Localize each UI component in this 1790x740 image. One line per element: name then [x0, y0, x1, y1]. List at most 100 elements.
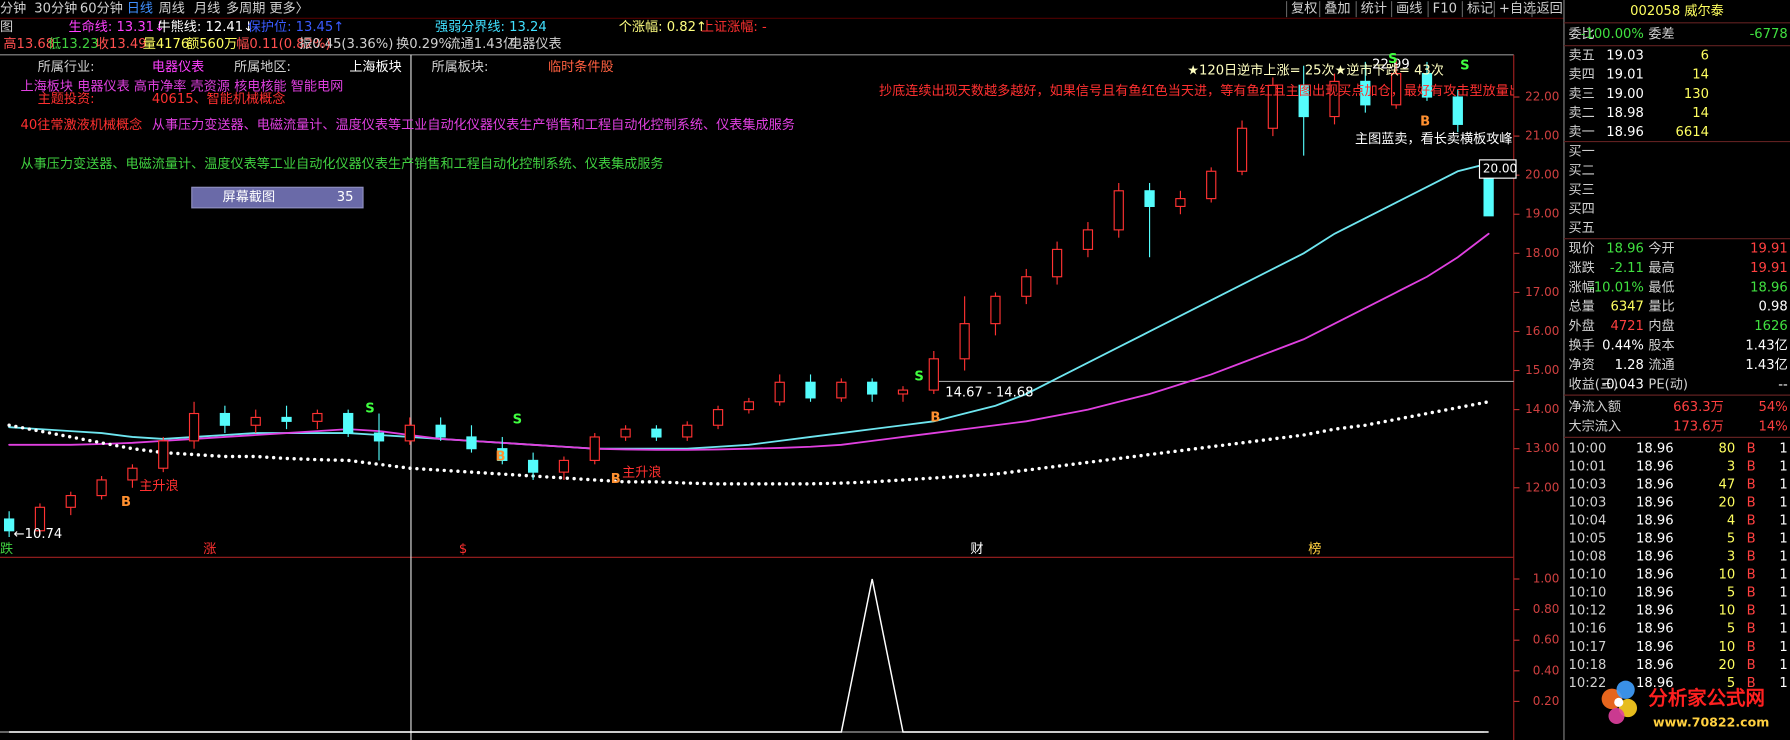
- tick-side: B: [1747, 622, 1756, 637]
- tick-count: 1: [1779, 622, 1787, 637]
- book-label: 卖五: [1569, 47, 1595, 63]
- signal-sell: S: [1388, 52, 1397, 67]
- tick-side: B: [1747, 532, 1756, 547]
- indicator: 个涨幅: 0.82↑: [619, 19, 707, 35]
- annotations: 所属行业: 电器仪表 所属地区: 上海板块 所属板块: 临时条件股 上海板块 电…: [0, 52, 1535, 557]
- tick-count: 1: [1779, 532, 1787, 547]
- candle-body: [527, 459, 539, 473]
- tick-side: B: [1747, 568, 1756, 583]
- candle-body: [435, 424, 446, 438]
- toolbar-item[interactable]: 30分钟: [34, 0, 77, 17]
- toolbar-button[interactable]: 标记: [1467, 1, 1493, 17]
- annotation: 40615、智能机械概念: [152, 90, 286, 107]
- signal-sell: S: [513, 413, 522, 428]
- tick-time: 10:00: [1569, 441, 1607, 456]
- toolbar-item[interactable]: 月线: [194, 1, 220, 17]
- toolbar-item[interactable]: 60分钟: [80, 0, 123, 17]
- tick-price: 18.96: [1636, 604, 1674, 619]
- stat-value: 1.43亿: [1745, 338, 1787, 354]
- toolbar-item[interactable]: 多周期: [226, 0, 265, 17]
- annotation: 主升浪: [622, 464, 661, 480]
- tick-count: 1: [1779, 568, 1787, 583]
- y-tick-label: 19.00: [1525, 207, 1559, 221]
- y-tick-label: 0.60: [1533, 633, 1560, 647]
- annotation: 从事压力变送器、电磁流量计、温度仪表等工业自动化仪器仪表生产销售和工程自动化控制…: [152, 116, 795, 133]
- stat-label: 换手: [1569, 338, 1595, 354]
- candle-body: [3, 518, 15, 532]
- candle-body: [1452, 96, 1463, 125]
- annotation: 涨: [203, 541, 216, 557]
- toolbar-item[interactable]: 日线: [127, 1, 153, 17]
- toolbar: 分钟 30分钟 60分钟 日线 周线 月线 多周期 更多〉 复权 叠加 统计 画线 F10 标记 +自选 返回: [0, 0, 1563, 18]
- stat-label: 流通: [1648, 357, 1674, 373]
- toolbar-button[interactable]: 画线: [1396, 1, 1422, 17]
- info-item: 换0.29%: [396, 36, 451, 52]
- y-tick-label: 14.00: [1525, 402, 1559, 416]
- candle-body: [1082, 229, 1094, 250]
- toolbar-item[interactable]: 更多〉: [269, 0, 308, 17]
- y-tick-label: 15.00: [1525, 363, 1559, 377]
- flow-value: 663.3万: [1673, 400, 1724, 415]
- tick-volume: 47: [1719, 477, 1736, 492]
- info-item: 额560万: [186, 36, 237, 52]
- toolbar-button[interactable]: 返回: [1537, 1, 1563, 17]
- tick-price: 18.96: [1636, 568, 1674, 583]
- annotation: 抄底连续出现天数越多越好，如果信号且有鱼红色当天进，等有鱼红且主图出现买点加仓，…: [879, 82, 1535, 99]
- annotation: 财: [970, 541, 983, 557]
- tick-volume: 10: [1719, 568, 1736, 583]
- tick-count: 1: [1779, 495, 1787, 510]
- annotation: 电器仪表: [152, 59, 204, 75]
- indicator: 上证涨幅: -: [701, 19, 767, 35]
- candle-body: [1391, 72, 1402, 106]
- stat-value: -0.043: [1602, 377, 1644, 392]
- toolbar-button[interactable]: 叠加: [1324, 1, 1350, 17]
- flow-percent: 54%: [1759, 400, 1788, 415]
- stat-value: 1.43亿: [1745, 357, 1787, 373]
- quote-value: -100.00%: [1581, 27, 1644, 42]
- annotation: 主升浪: [139, 478, 178, 494]
- toolbar-button[interactable]: F10: [1433, 2, 1457, 17]
- tick-time: 10:01: [1569, 459, 1607, 474]
- y-tick-label: 13.00: [1525, 441, 1559, 455]
- tick-count: 1: [1779, 604, 1787, 619]
- candle-body: [651, 428, 662, 438]
- candle-body: [682, 424, 693, 438]
- candle-body: [867, 381, 878, 395]
- annotation: 从事压力变送器、电磁流量计、温度仪表等工业自动化仪器仪表生产销售和工程自动化控制…: [21, 155, 664, 172]
- candle-body: [281, 416, 292, 422]
- annotation: 22.99: [1372, 58, 1410, 73]
- tick-price: 18.96: [1636, 658, 1674, 673]
- tick-side: B: [1747, 640, 1756, 655]
- stat-value: 1626: [1754, 319, 1787, 334]
- watermark: 分析家公式网 www.70822.com: [1601, 680, 1769, 729]
- candle-body: [805, 381, 816, 399]
- candle-body: [158, 440, 169, 469]
- y-tick-label: 16.00: [1525, 324, 1559, 338]
- signal-sell: S: [365, 401, 374, 416]
- quote-label: 委差: [1648, 26, 1674, 42]
- toolbar-button[interactable]: +自选: [1499, 1, 1536, 17]
- toolbar-button[interactable]: 统计: [1361, 1, 1387, 17]
- book-price: 18.98: [1606, 106, 1644, 121]
- info-item: 量4176: [143, 36, 190, 52]
- annotation: $: [459, 542, 467, 557]
- signal-buy: B: [495, 449, 505, 464]
- book-label: 买一: [1569, 143, 1595, 159]
- book-volume: 6614: [1676, 125, 1709, 140]
- tick-count: 1: [1779, 676, 1787, 691]
- stat-value: 0.98: [1758, 300, 1787, 315]
- book-label: 买二: [1569, 163, 1595, 179]
- annotation: 所属地区:: [234, 59, 291, 75]
- candle-body: [1360, 80, 1371, 106]
- screenshot-button[interactable]: [191, 186, 364, 209]
- candle-body: [1236, 127, 1248, 172]
- toolbar-item[interactable]: 分钟: [0, 0, 26, 17]
- toolbar-item[interactable]: 周线: [159, 1, 185, 17]
- button-label[interactable]: 屏幕截图: [223, 189, 275, 205]
- tick-time: 10:17: [1569, 640, 1607, 655]
- signal-buy: B: [1420, 115, 1430, 130]
- signal-sell: S: [914, 369, 923, 384]
- candle-body: [1421, 72, 1433, 98]
- toolbar-button[interactable]: 复权: [1291, 0, 1317, 17]
